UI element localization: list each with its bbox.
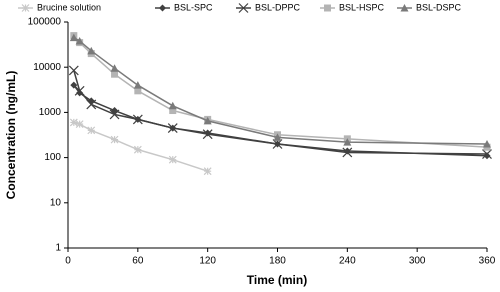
marker xyxy=(169,107,177,115)
x-tick-label: 120 xyxy=(199,256,216,267)
marker xyxy=(69,33,78,42)
marker xyxy=(109,109,120,120)
y-tick-label: 10000 xyxy=(33,62,61,73)
marker xyxy=(400,4,409,12)
marker xyxy=(75,36,84,45)
series-line xyxy=(73,37,488,145)
marker xyxy=(75,120,84,129)
marker xyxy=(87,126,96,135)
marker xyxy=(86,99,97,110)
marker xyxy=(167,123,178,133)
marker xyxy=(87,46,96,55)
marker xyxy=(203,167,212,176)
marker xyxy=(238,3,249,13)
marker xyxy=(343,138,352,146)
x-axis-title: Time (min) xyxy=(247,273,307,287)
marker xyxy=(21,4,30,12)
marker xyxy=(69,118,78,127)
legend-label: BSL-HSPC xyxy=(339,2,385,12)
legend-label: BSL-DSPC xyxy=(416,2,462,12)
series-line xyxy=(73,35,488,148)
legend-label: BSL-DPPC xyxy=(255,2,301,12)
marker xyxy=(273,133,282,141)
marker xyxy=(74,85,85,96)
y-axis-title: Concentration (ng/mL) xyxy=(4,71,18,200)
y-tick-label: 1 xyxy=(55,243,61,254)
marker xyxy=(110,135,119,144)
marker xyxy=(202,129,213,140)
x-tick-label: 60 xyxy=(132,256,144,267)
x-tick-label: 300 xyxy=(409,256,426,267)
marker xyxy=(168,155,177,164)
y-tick-label: 100 xyxy=(44,152,61,163)
y-tick-label: 100000 xyxy=(28,17,62,28)
marker xyxy=(76,89,84,97)
marker xyxy=(203,116,212,125)
marker xyxy=(272,139,283,149)
marker xyxy=(111,70,119,78)
marker xyxy=(133,81,142,89)
legend-label: BSL-SPC xyxy=(174,2,213,12)
x-tick-label: 0 xyxy=(65,256,71,267)
legend-label: Brucine solution xyxy=(37,2,101,12)
marker xyxy=(343,147,351,155)
marker xyxy=(168,101,177,110)
marker xyxy=(68,65,79,76)
marker xyxy=(159,4,166,12)
series-line xyxy=(73,70,488,155)
marker xyxy=(134,87,142,95)
marker xyxy=(342,147,353,158)
marker xyxy=(482,149,492,159)
marker xyxy=(110,64,119,72)
marker xyxy=(133,145,142,154)
marker xyxy=(324,4,331,12)
x-tick-label: 360 xyxy=(479,256,496,267)
y-tick-label: 1000 xyxy=(39,107,62,118)
x-tick-label: 240 xyxy=(339,256,356,267)
marker xyxy=(483,139,491,148)
y-tick-label: 10 xyxy=(50,197,62,208)
marker xyxy=(132,114,143,125)
x-tick-label: 180 xyxy=(269,256,286,267)
